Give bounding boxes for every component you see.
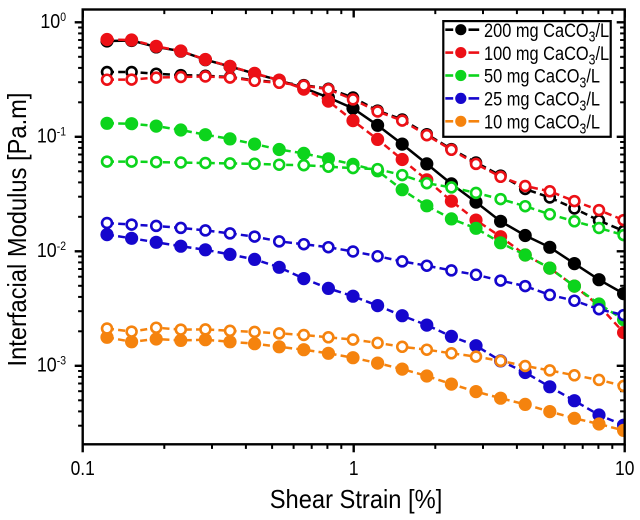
svg-text:Interfacial Modulus [Pa.m]: Interfacial Modulus [Pa.m] — [4, 92, 32, 366]
svg-text:Shear Strain [%]: Shear Strain [%] — [270, 486, 443, 514]
svg-text:100 mg CaCO3/L: 100 mg CaCO3/L — [484, 42, 609, 67]
svg-text:100: 100 — [40, 11, 66, 33]
svg-text:10: 10 — [615, 457, 634, 479]
svg-text:1: 1 — [349, 457, 359, 479]
svg-text:200 mg CaCO3/L: 200 mg CaCO3/L — [484, 20, 609, 45]
svg-text:0.1: 0.1 — [71, 457, 95, 479]
